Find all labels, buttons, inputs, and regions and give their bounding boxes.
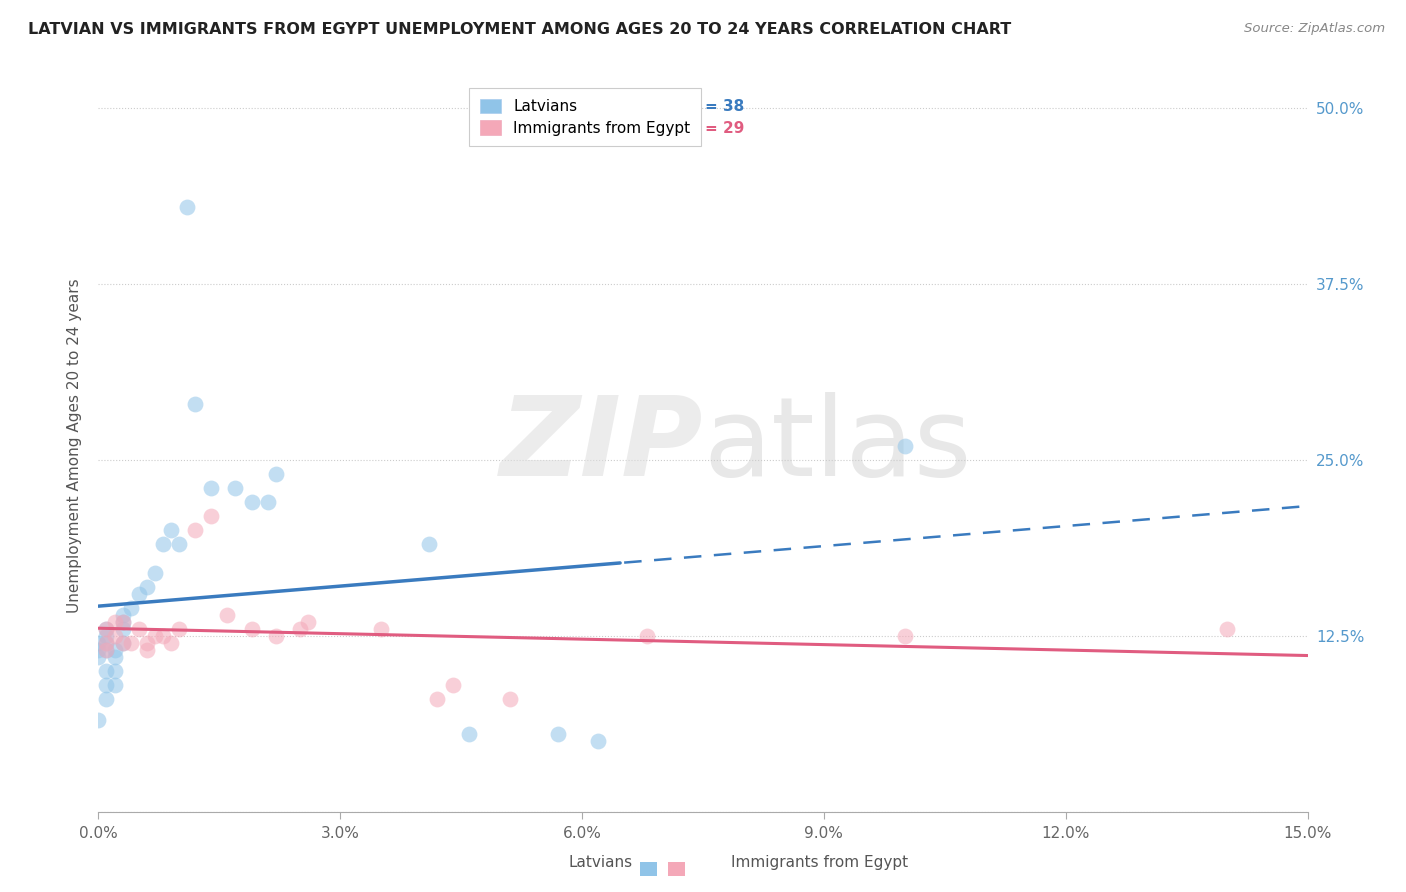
Point — [184, 524, 207, 538]
Point — [441, 678, 464, 692]
Point — [96, 643, 118, 657]
Point — [103, 650, 125, 665]
Point — [184, 397, 207, 411]
Point — [120, 636, 142, 650]
Text: N = 29: N = 29 — [688, 121, 745, 136]
Point — [893, 439, 915, 453]
Point — [96, 636, 118, 650]
Point — [240, 495, 263, 509]
Point — [893, 629, 915, 643]
Point — [128, 622, 150, 636]
Point — [135, 636, 157, 650]
Point — [135, 643, 157, 657]
Text: 0.103: 0.103 — [621, 99, 675, 114]
Point — [636, 629, 658, 643]
Point — [498, 692, 520, 706]
Point — [288, 622, 311, 636]
Point — [96, 692, 118, 706]
Text: atlas: atlas — [703, 392, 972, 500]
Point — [87, 650, 110, 665]
Point — [217, 607, 239, 622]
Point — [96, 664, 118, 678]
Point — [120, 600, 142, 615]
Point — [1216, 622, 1239, 636]
Point — [111, 636, 134, 650]
Text: -0.018: -0.018 — [621, 121, 676, 136]
Point — [135, 580, 157, 594]
Point — [370, 622, 392, 636]
Point — [128, 587, 150, 601]
Point — [87, 714, 110, 728]
Point — [152, 537, 174, 551]
Point — [96, 678, 118, 692]
Point — [96, 629, 118, 643]
Point — [200, 509, 222, 524]
Point — [96, 643, 118, 657]
Text: ZIP: ZIP — [499, 392, 703, 500]
Text: R =: R = — [576, 99, 605, 114]
Y-axis label: Unemployment Among Ages 20 to 24 years: Unemployment Among Ages 20 to 24 years — [67, 278, 83, 614]
Point — [143, 629, 166, 643]
Point — [103, 678, 125, 692]
Point — [96, 622, 118, 636]
Text: Immigrants from Egypt: Immigrants from Egypt — [731, 855, 908, 870]
Point — [111, 615, 134, 629]
Point — [103, 664, 125, 678]
Point — [264, 467, 287, 482]
Text: LATVIAN VS IMMIGRANTS FROM EGYPT UNEMPLOYMENT AMONG AGES 20 TO 24 YEARS CORRELAT: LATVIAN VS IMMIGRANTS FROM EGYPT UNEMPLO… — [28, 22, 1011, 37]
Point — [103, 615, 125, 629]
Point — [264, 629, 287, 643]
Point — [256, 495, 278, 509]
Point — [111, 622, 134, 636]
Point — [167, 537, 190, 551]
Text: Source: ZipAtlas.com: Source: ZipAtlas.com — [1244, 22, 1385, 36]
Point — [87, 643, 110, 657]
Legend: Latvians, Immigrants from Egypt: Latvians, Immigrants from Egypt — [468, 88, 702, 146]
Point — [96, 636, 118, 650]
Point — [418, 537, 440, 551]
Point — [586, 734, 609, 748]
Text: N = 38: N = 38 — [688, 99, 745, 114]
Point — [111, 636, 134, 650]
Point — [458, 727, 481, 741]
Text: Latvians: Latvians — [568, 855, 633, 870]
Point — [111, 607, 134, 622]
Point — [103, 629, 125, 643]
Point — [111, 615, 134, 629]
Point — [152, 629, 174, 643]
Point — [167, 622, 190, 636]
Text: R =: R = — [576, 121, 605, 136]
Point — [160, 636, 183, 650]
Point — [143, 566, 166, 580]
Point — [240, 622, 263, 636]
Point — [224, 481, 246, 495]
Point — [200, 481, 222, 495]
Point — [547, 727, 569, 741]
Point — [176, 200, 198, 214]
Point — [96, 622, 118, 636]
Point — [426, 692, 449, 706]
Point — [160, 524, 183, 538]
Point — [103, 643, 125, 657]
Point — [87, 636, 110, 650]
Point — [297, 615, 319, 629]
